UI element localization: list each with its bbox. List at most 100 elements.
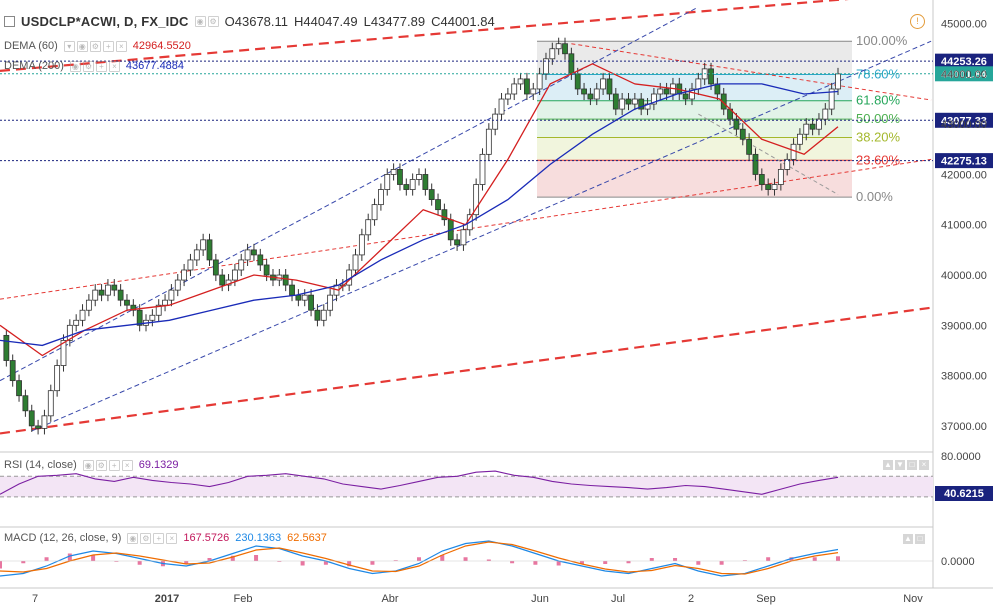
candle-body (828, 88, 835, 110)
time-tick-label: Abr (381, 593, 398, 605)
macd-controls[interactable]: ◉ ⚙ + × (127, 532, 178, 544)
candle-body (460, 229, 467, 246)
macd-name: MACD (12, 26, close, 9) (4, 532, 122, 544)
close-icon[interactable]: × (108, 60, 120, 72)
candle-body (587, 93, 594, 100)
rsi-pane-controls[interactable]: ▲ ▼ □ × (883, 460, 929, 470)
candle-body (822, 108, 829, 120)
rsi-line (0, 470, 839, 495)
macd-histogram-bar (67, 553, 72, 561)
price-box (935, 66, 993, 82)
chevron-down-icon[interactable]: ▾ (63, 40, 75, 52)
candle-body (257, 254, 264, 266)
candle-body (409, 179, 416, 190)
candle-body (28, 410, 35, 427)
eye-icon[interactable]: ◉ (127, 532, 139, 544)
symbol-legend[interactable]: USDCLP*ACWI, D, FX_IDC ◉ ⚙ O43678.11 H440… (4, 14, 495, 29)
candle-body (803, 123, 810, 135)
close-icon[interactable]: × (166, 532, 178, 544)
ohlc-close: C44001.84 (431, 14, 495, 29)
macd-histogram-bar (114, 561, 119, 562)
price-box-label: 44001.84 (941, 69, 988, 81)
macd-legend[interactable]: MACD (12, 26, close, 9) ◉ ⚙ + × 167.5726 23… (4, 532, 327, 544)
settings-icon[interactable]: ⚙ (140, 532, 152, 544)
candle-body (187, 259, 194, 271)
close-icon[interactable]: × (919, 460, 929, 470)
plus-icon[interactable]: + (153, 532, 165, 544)
fibonacci-retracement[interactable]: 100.00% 78.60% 61.80% 50.00% 38.20% 23.60% 0.0… (537, 33, 908, 204)
support-trend-line (0, 158, 932, 300)
time-tick-label: 7 (32, 593, 38, 605)
eye-icon[interactable]: ◉ (82, 459, 94, 471)
plus-icon[interactable]: + (95, 60, 107, 72)
price-tick-label: 38000.00 (941, 371, 987, 383)
candle-body (295, 294, 302, 301)
maximize-icon[interactable]: □ (907, 460, 917, 470)
settings-icon[interactable]: ⚙ (89, 40, 101, 52)
candle-body (371, 204, 378, 221)
fib-level-label: 38.20% (856, 130, 901, 145)
plus-icon[interactable]: + (102, 40, 114, 52)
candle-body (504, 93, 511, 100)
macd-value-1: 167.5726 (183, 532, 230, 544)
candle-body (682, 93, 689, 100)
close-icon[interactable]: × (121, 459, 133, 471)
arrow-up-icon[interactable]: ▲ (883, 460, 893, 470)
candle-body (149, 314, 156, 321)
symbol-controls[interactable]: ◉ ⚙ (194, 16, 219, 27)
alert-icon[interactable]: ! (910, 14, 925, 29)
macd-pane-controls[interactable]: ▲ □ (903, 534, 925, 544)
candle-body (650, 93, 657, 105)
legend-collapse-icon[interactable] (4, 16, 15, 27)
settings-icon[interactable]: ⚙ (95, 459, 107, 471)
price-box (935, 112, 993, 128)
candle-body (193, 249, 200, 261)
macd-histogram-bar (230, 555, 235, 561)
rsi-controls[interactable]: ◉ ⚙ + × (82, 459, 133, 471)
candle-body (517, 78, 524, 85)
eye-icon[interactable]: ◉ (194, 16, 206, 27)
dema200-legend[interactable]: DEMA (200) ◉ ⚙ + × 43677.4884 (4, 60, 184, 72)
candle-body (612, 93, 619, 110)
ohlc-open: O43678.11 (224, 14, 289, 29)
rsi-band (0, 476, 933, 497)
price-box-label: 42275.13 (941, 156, 987, 168)
candle-body (600, 78, 607, 90)
eye-icon[interactable]: ◉ (69, 60, 81, 72)
dema60-controls[interactable]: ▾ ◉ ⚙ + × (63, 40, 127, 52)
candle-body (92, 289, 99, 301)
rsi-legend[interactable]: RSI (14, close) ◉ ⚙ + × 69.1329 (4, 459, 179, 471)
dema200-controls[interactable]: ◉ ⚙ + × (69, 60, 120, 72)
maximize-icon[interactable]: □ (915, 534, 925, 544)
dema60-legend[interactable]: DEMA (60) ▾ ◉ ⚙ + × 42964.5520 (4, 40, 191, 52)
rsi-value: 69.1329 (138, 459, 179, 471)
candle-body (625, 98, 632, 105)
candle-body (752, 153, 759, 175)
arrow-down-icon[interactable]: ▼ (895, 460, 905, 470)
dema60-name: DEMA (60) (4, 40, 58, 52)
rsi-box (935, 486, 993, 501)
eye-icon[interactable]: ◉ (76, 40, 88, 52)
candle-body (124, 299, 130, 306)
candle-body (206, 239, 213, 261)
candle-body (765, 184, 772, 190)
macd-value-2: 230.1363 (235, 532, 282, 544)
price-box (935, 153, 993, 169)
macd-histogram-bar (0, 561, 2, 569)
plus-icon[interactable]: + (108, 459, 120, 471)
candle-body (739, 128, 746, 140)
close-icon[interactable]: × (115, 40, 127, 52)
settings-icon[interactable]: ⚙ (82, 60, 94, 72)
settings-icon[interactable]: ⚙ (207, 16, 219, 27)
macd-histogram-bar (556, 561, 561, 566)
ma-line (0, 83, 839, 347)
price-tick-label: 41000.00 (941, 220, 987, 232)
candle-body (454, 239, 460, 246)
ma-line (0, 63, 839, 357)
price-tick-label: 37000.00 (941, 421, 987, 433)
arrow-up-icon[interactable]: ▲ (903, 534, 913, 544)
macd-histogram-bar (254, 555, 259, 561)
candle-body (574, 73, 581, 90)
